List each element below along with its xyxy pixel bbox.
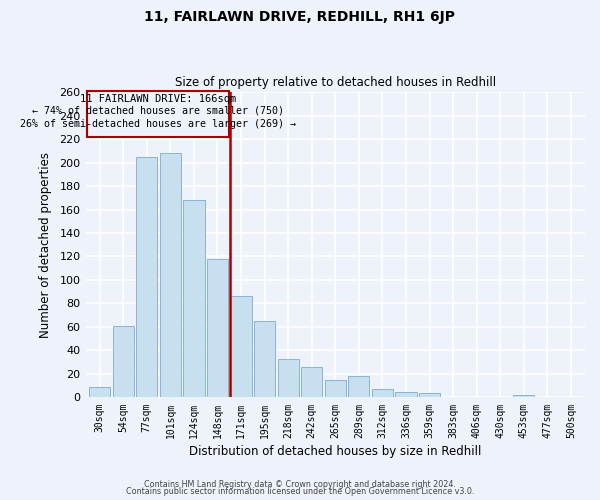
Bar <box>513 395 535 398</box>
Bar <box>419 392 440 398</box>
Y-axis label: Number of detached properties: Number of detached properties <box>40 152 52 338</box>
X-axis label: Distribution of detached houses by size in Redhill: Distribution of detached houses by size … <box>189 444 481 458</box>
Text: 26% of semi-detached houses are larger (269) →: 26% of semi-detached houses are larger (… <box>20 119 296 129</box>
Bar <box>254 321 275 398</box>
Bar <box>278 358 299 398</box>
Text: Contains public sector information licensed under the Open Government Licence v3: Contains public sector information licen… <box>126 487 474 496</box>
Bar <box>136 156 157 398</box>
Text: Contains HM Land Registry data © Crown copyright and database right 2024.: Contains HM Land Registry data © Crown c… <box>144 480 456 489</box>
Bar <box>113 326 134 398</box>
Bar <box>160 153 181 398</box>
Bar <box>372 389 393 398</box>
Bar <box>395 392 416 398</box>
FancyBboxPatch shape <box>87 91 229 136</box>
Text: 11 FAIRLAWN DRIVE: 166sqm: 11 FAIRLAWN DRIVE: 166sqm <box>80 94 236 104</box>
Bar <box>89 387 110 398</box>
Bar <box>301 367 322 398</box>
Bar <box>207 259 228 398</box>
Bar <box>184 200 205 398</box>
Bar <box>230 296 251 398</box>
Bar <box>348 376 370 398</box>
Text: 11, FAIRLAWN DRIVE, REDHILL, RH1 6JP: 11, FAIRLAWN DRIVE, REDHILL, RH1 6JP <box>145 10 455 24</box>
Text: ← 74% of detached houses are smaller (750): ← 74% of detached houses are smaller (75… <box>32 106 284 116</box>
Title: Size of property relative to detached houses in Redhill: Size of property relative to detached ho… <box>175 76 496 90</box>
Bar <box>325 380 346 398</box>
